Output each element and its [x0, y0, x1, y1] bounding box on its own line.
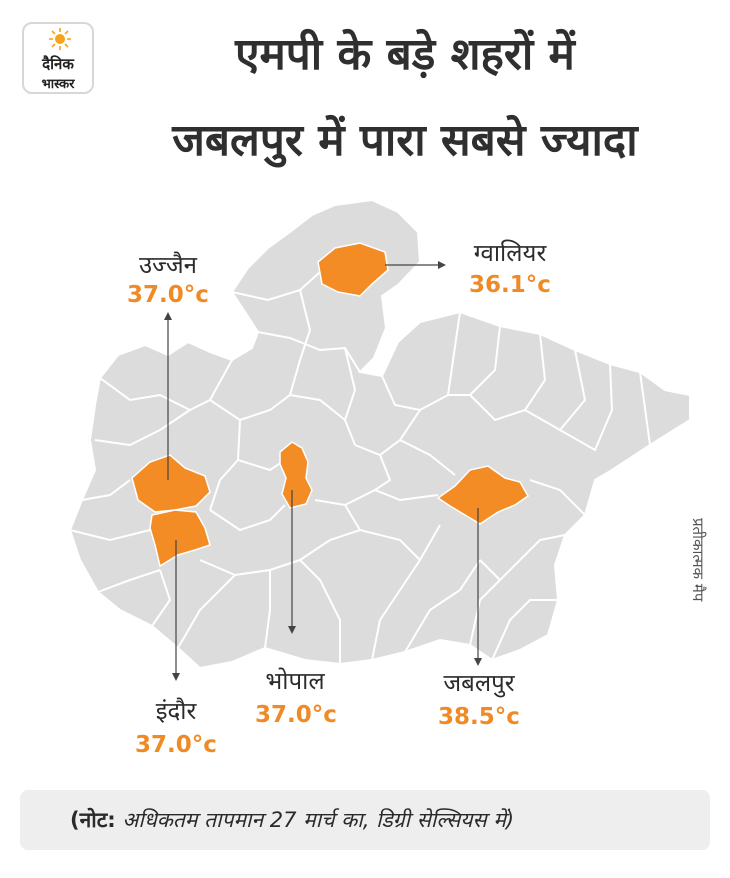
sun-icon — [49, 28, 71, 50]
city-temp-ujjain: 37.0°c — [127, 282, 209, 308]
symbolic-map-note: प्रतीकात्मक मैप — [689, 518, 707, 602]
jabalpur-district — [436, 465, 529, 525]
district-borders — [69, 271, 651, 664]
city-temp-indore: 37.0°c — [135, 732, 217, 758]
city-name-ujjain: उज्जैन — [138, 251, 197, 279]
dainik-bhaskar-logo: दैनिक भास्कर — [22, 22, 94, 94]
mp-state-shape — [68, 198, 691, 670]
city-temp-bhopal: 37.0°c — [255, 702, 337, 728]
note-prefix: (नोट: — [70, 808, 116, 832]
title-line2: जबलपुर में पारा सबसे ज्यादा — [172, 115, 638, 166]
city-name-bhopal: भोपाल — [265, 667, 325, 695]
logo-line2: भास्कर — [41, 77, 75, 92]
indore-district — [149, 509, 211, 568]
city-temp-gwalior: 36.1°c — [469, 272, 551, 298]
ujjain-district — [131, 454, 211, 513]
city-name-jabalpur: जबलपुर — [443, 669, 515, 697]
city-temp-jabalpur: 38.5°c — [438, 704, 520, 730]
leader-lines — [167, 264, 479, 675]
bhopal-district — [279, 441, 313, 509]
logo-line1: दैनिक — [42, 55, 74, 73]
gwalior-district — [317, 242, 389, 297]
footer-note: (नोट: अधिकतम तापमान 27 मार्च का, डिग्री … — [20, 790, 710, 850]
city-name-indore: इंदौर — [155, 697, 197, 725]
city-name-gwalior: ग्वालियर — [473, 239, 547, 267]
note-text: अधिकतम तापमान 27 मार्च का, डिग्री सेल्सि… — [122, 808, 515, 832]
title-line1: एमपी के बड़े शहरों में — [235, 29, 575, 80]
